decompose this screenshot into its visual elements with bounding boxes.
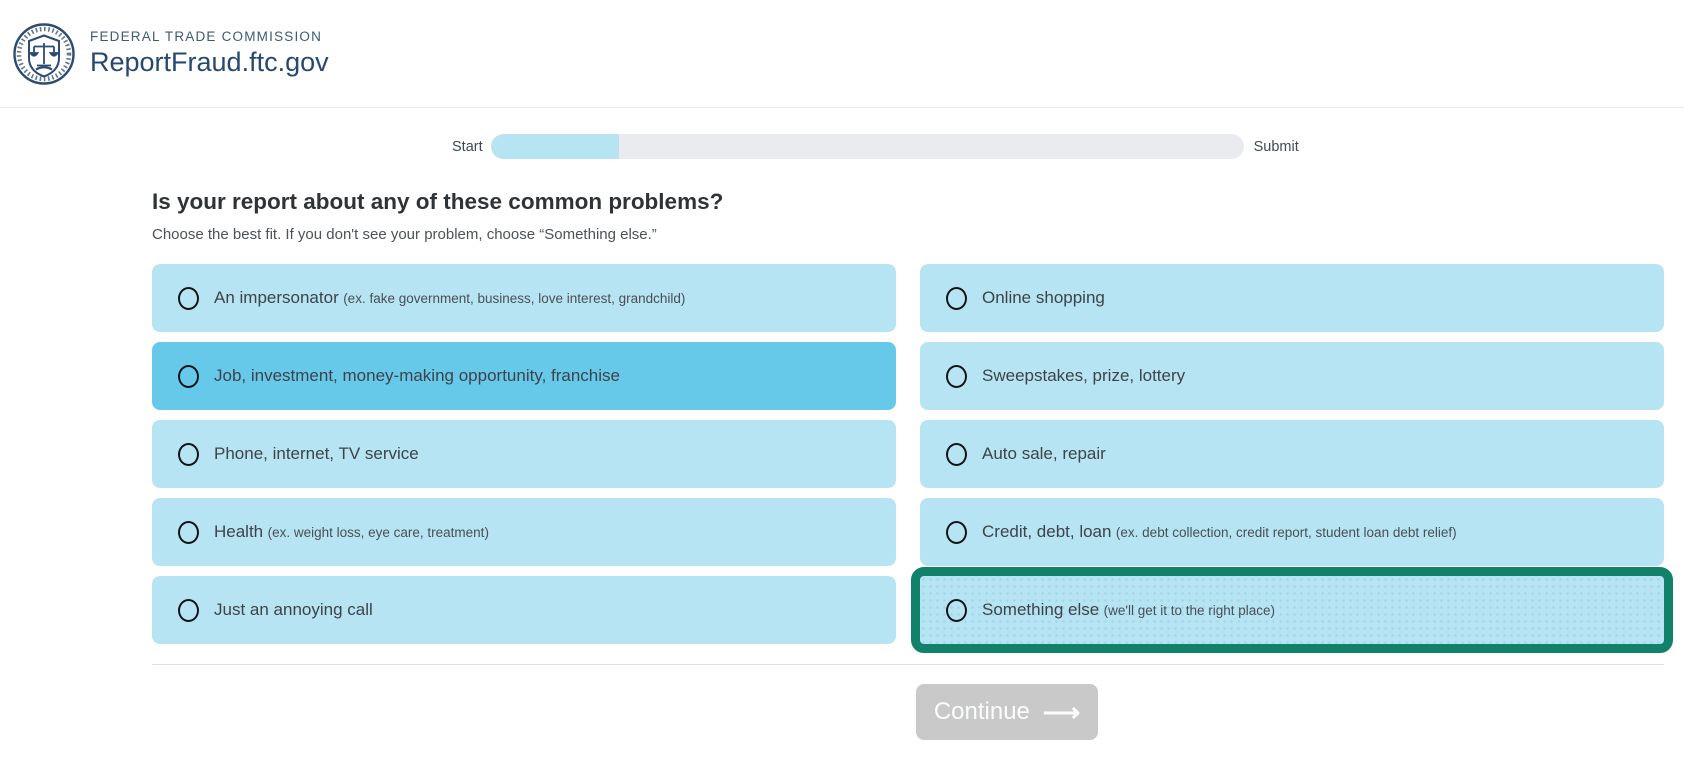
progress-submit-label: Submit — [1253, 138, 1299, 155]
continue-button[interactable]: Continue ⟶ — [916, 684, 1098, 740]
option-label: Job, investment, money-making opportunit… — [214, 366, 620, 385]
option-card-health[interactable]: Health (ex. weight loss, eye care, treat… — [152, 498, 896, 566]
option-sublabel: (ex. fake government, business, love int… — [343, 291, 686, 306]
option-label: Credit, debt, loan — [982, 522, 1112, 541]
option-card-job-investment-money-making-opportunity-franchise[interactable]: Job, investment, money-making opportunit… — [152, 342, 896, 410]
progress-fill — [490, 134, 619, 159]
radio-button-icon[interactable] — [178, 598, 199, 622]
scales-icon — [28, 42, 60, 70]
option-card-sweepstakes-prize-lottery[interactable]: Sweepstakes, prize, lottery — [920, 342, 1664, 410]
question-subtitle: Choose the best fit. If you don't see yo… — [152, 226, 657, 243]
option-label: Online shopping — [982, 288, 1105, 307]
option-label: Phone, internet, TV service — [214, 444, 419, 463]
option-label: Health — [214, 522, 264, 541]
radio-button-icon[interactable] — [178, 442, 199, 466]
radio-button-icon[interactable] — [946, 442, 967, 466]
arrow-right-icon: ⟶ — [1042, 697, 1081, 727]
progress-start-label: Start — [452, 138, 483, 155]
option-card-an-impersonator[interactable]: An impersonator (ex. fake government, bu… — [152, 264, 896, 332]
radio-button-icon[interactable] — [178, 286, 199, 310]
form-content: Is your report about any of these common… — [152, 189, 1673, 740]
option-sublabel: (we'll get it to the right place) — [1103, 603, 1276, 618]
option-label: Something else — [982, 600, 1100, 619]
option-card-online-shopping[interactable]: Online shopping — [920, 264, 1664, 332]
site-header: FEDERAL TRADE COMMISSION ReportFraud.ftc… — [0, 0, 1684, 108]
option-label: Sweepstakes, prize, lottery — [982, 366, 1186, 385]
option-sublabel: (ex. weight loss, eye care, treatment) — [267, 525, 489, 540]
option-card-phone-internet-tv-service[interactable]: Phone, internet, TV service — [152, 420, 896, 488]
continue-button-label: Continue — [933, 698, 1030, 725]
option-label: An impersonator — [214, 288, 339, 307]
radio-button-icon[interactable] — [946, 286, 967, 310]
progress-track — [490, 134, 1244, 159]
radio-button-icon[interactable] — [946, 364, 967, 388]
site-title: ReportFraud.ftc.gov — [90, 47, 329, 77]
option-card-just-an-annoying-call[interactable]: Just an annoying call — [152, 576, 896, 644]
section-divider — [152, 664, 1664, 665]
option-card-credit-debt-loan[interactable]: Credit, debt, loan (ex. debt collection,… — [920, 498, 1664, 566]
radio-button-icon[interactable] — [946, 598, 967, 622]
option-card-something-else[interactable]: Something else (we'll get it to the righ… — [911, 567, 1673, 653]
option-label: Just an annoying call — [214, 600, 373, 619]
question-title: Is your report about any of these common… — [152, 189, 724, 214]
options-grid: An impersonator (ex. fake government, bu… — [152, 264, 1673, 653]
radio-button-icon[interactable] — [178, 364, 199, 388]
option-label: Auto sale, repair — [982, 444, 1106, 463]
ftc-seal-logo — [13, 22, 75, 85]
agency-name: FEDERAL TRADE COMMISSION — [90, 29, 323, 44]
radio-button-icon[interactable] — [178, 520, 199, 544]
option-card-auto-sale-repair[interactable]: Auto sale, repair — [920, 420, 1664, 488]
option-sublabel: (ex. debt collection, credit report, stu… — [1115, 525, 1457, 540]
radio-button-icon[interactable] — [946, 520, 967, 544]
progress-bar-row: Start Submit — [452, 134, 1684, 159]
